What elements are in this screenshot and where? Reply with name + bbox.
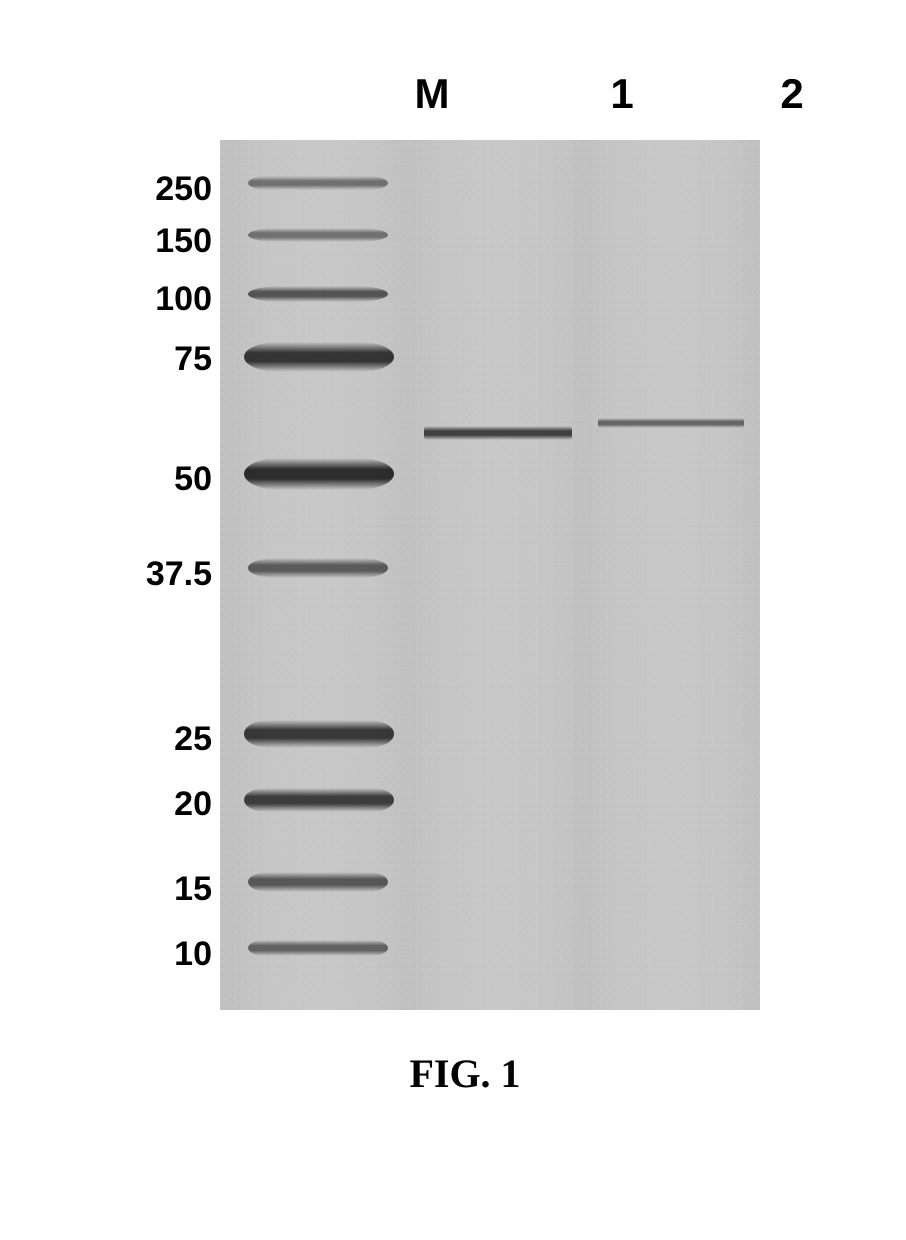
gel-row: 250 150 100 75 50 37.5 25 20 15 10 [120,140,810,1010]
gel-band-M-4 [244,458,395,490]
lane-headers-row: M 1 2 [222,70,810,128]
mw-label-75: 75 [120,340,212,379]
mw-label-50: 50 [120,460,212,499]
gel-band-M-8 [248,872,388,892]
gel-band-M-9 [248,940,388,956]
mw-label-250: 250 [120,170,212,209]
lane-header-2: 2 [722,70,862,118]
mw-label-15: 15 [120,870,212,909]
mw-label-150: 150 [120,222,212,261]
lane-header-m: M [362,70,502,118]
molecular-weight-labels: 250 150 100 75 50 37.5 25 20 15 10 [120,140,220,1010]
lane-background-2 [590,140,750,1010]
mw-label-25: 25 [120,720,212,759]
mw-label-10: 10 [120,935,212,974]
gel-band-M-0 [248,176,388,190]
mw-label-20: 20 [120,785,212,824]
gel-band-M-7 [244,788,395,812]
gel-image [220,140,760,1010]
gel-band-M-2 [248,286,388,302]
gel-band-M-1 [248,228,388,242]
gel-band-M-5 [248,558,388,578]
figure-caption: FIG. 1 [120,1050,810,1097]
gel-band-2-11 [598,418,744,428]
lane-header-1: 1 [552,70,692,118]
gel-band-1-10 [424,426,572,440]
figure-container: M 1 2 250 150 100 75 50 37.5 25 20 15 10… [120,70,810,1097]
lane-background-1 [418,140,578,1010]
mw-label-100: 100 [120,280,212,319]
mw-label-37-5: 37.5 [120,555,212,594]
gel-band-M-3 [244,342,395,372]
gel-band-M-6 [244,720,395,748]
